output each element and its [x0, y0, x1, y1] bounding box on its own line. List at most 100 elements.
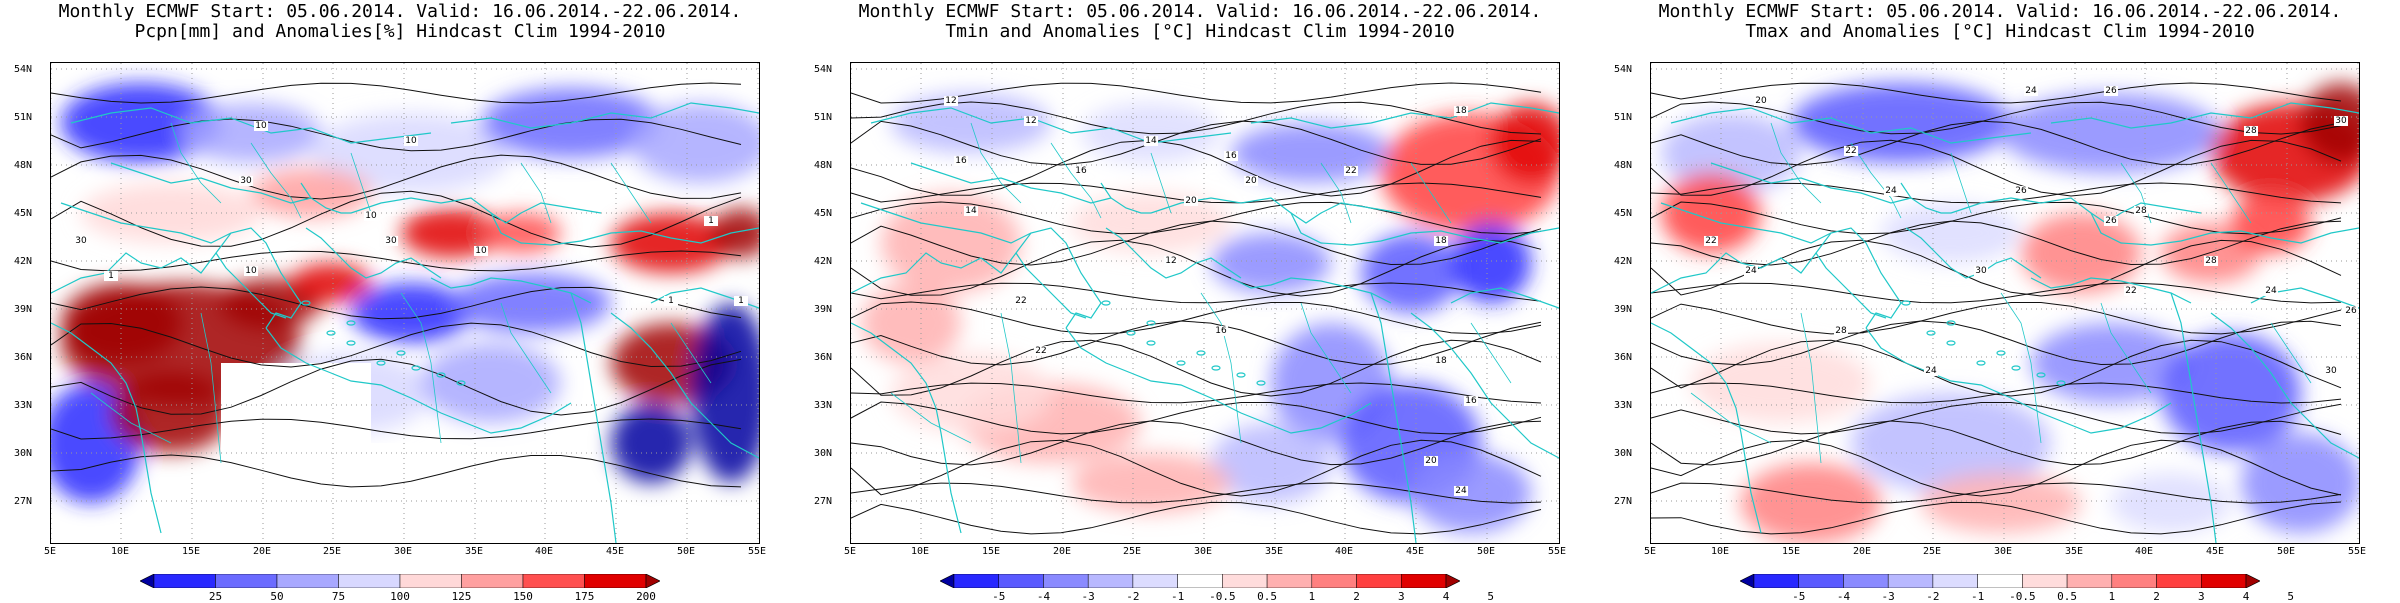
latitude-label: 54N — [14, 64, 33, 75]
colorbar-segment — [1356, 574, 1402, 588]
longitude-label: 35E — [464, 546, 484, 557]
latitude-label: 39N — [14, 304, 33, 315]
colorbar-tick-label: -4 — [1036, 590, 1051, 603]
latitude-label: 39N — [814, 304, 833, 315]
longitude-label: 30E — [393, 546, 413, 557]
colorbar-upper-arrow — [1445, 574, 1460, 588]
contour-label: 1 — [668, 296, 674, 306]
map-area: 30 30 10 10 30 10 1 1 10 1 1 10 — [50, 62, 760, 544]
colorbar-segment — [1977, 574, 2023, 588]
contour-label: 16 — [955, 156, 967, 166]
contour-label: 22 — [1705, 236, 1716, 246]
contour-label: 22 — [1015, 296, 1026, 306]
longitude-label: 30E — [1193, 546, 1213, 557]
contour-label: 26 — [2345, 306, 2357, 316]
colorbar-segment — [461, 574, 524, 588]
contour-label: 24 — [1455, 486, 1467, 496]
colorbar — [140, 574, 660, 588]
contour-label: 10 — [245, 266, 257, 276]
colorbar-tick-label: 0.5 — [2057, 590, 2078, 603]
longitude-label: 40E — [534, 546, 554, 557]
latitude-label: 54N — [1614, 64, 1633, 75]
longitude-label: 55E — [2347, 546, 2367, 557]
colorbar-tick-label: 125 — [451, 590, 472, 603]
contour-label: 24 — [2265, 286, 2277, 296]
colorbar-tick-label: 200 — [636, 590, 656, 603]
colorbar-tick-label: 5 — [2287, 590, 2295, 603]
colorbar-tick-label: -2 — [1126, 590, 1140, 603]
longitude-label: 40E — [2134, 546, 2154, 557]
contour-label: 24 — [2025, 86, 2037, 96]
latitude-label: 51N — [14, 112, 33, 123]
latitude-label: 39N — [1614, 304, 1633, 315]
latitude-label: 33N — [814, 400, 833, 411]
colorbar-tick-label: -0.5 — [2009, 590, 2036, 603]
colorbar-upper-arrow — [2245, 574, 2260, 588]
precip-anomaly-map-panel: Monthly ECMWF Start: 05.06.2014. Valid: … — [0, 0, 800, 603]
colorbar-segment — [338, 574, 401, 588]
latitude-label: 48N — [814, 160, 833, 171]
contour-label: 1 — [738, 296, 744, 306]
contour-label: 1 — [708, 216, 714, 226]
contour-label: 12 — [1165, 256, 1176, 266]
longitude-label: 45E — [2205, 546, 2225, 557]
longitude-label: 35E — [1264, 546, 1284, 557]
colorbar-segment — [2066, 574, 2113, 588]
latitude-label: 30N — [14, 448, 33, 459]
contour-label: 16 — [1225, 151, 1237, 161]
latitude-label: 33N — [1614, 400, 1633, 411]
contour-label: 22 — [2125, 286, 2136, 296]
contour-lines — [51, 82, 742, 488]
map-title-line1: Monthly ECMWF Start: 05.06.2014. Valid: … — [858, 1, 1542, 22]
contour-label: 30 — [1975, 266, 1987, 276]
latitude-label: 45N — [814, 208, 833, 219]
contour-label: 20 — [1245, 176, 1257, 186]
colorbar-tick-label: -4 — [1836, 590, 1851, 603]
contour-label: 16 — [1075, 166, 1087, 176]
colorbar-lower-arrow — [140, 574, 155, 588]
latitude-label: 45N — [1614, 208, 1633, 219]
latitude-label: 27N — [814, 496, 833, 507]
map-title-line2: Tmin and Anomalies [°C] Hindcast Clim 19… — [945, 21, 1455, 42]
colorbar — [940, 574, 1460, 588]
contour-label: 24 — [1745, 266, 1757, 276]
anomaly-field: 12 12 14 18 16 16 16 14 20 22 20 12 18 22 16 18 20 24 22 16 — [851, 63, 1559, 543]
contour-label: 18 — [1435, 236, 1447, 246]
map-area: 12 12 14 18 16 16 16 14 20 22 20 12 18 22 16 18 20 24 22 16 — [850, 62, 1560, 544]
longitude-label: 25E — [1122, 546, 1142, 557]
latitude-label: 48N — [14, 160, 33, 171]
longitude-label: 5E — [843, 546, 857, 557]
colorbar-tick-label: 25 — [208, 590, 223, 603]
longitude-label: 30E — [1993, 546, 2013, 557]
longitude-label: 50E — [1476, 546, 1496, 557]
colorbar-tick-label: 2 — [2153, 590, 2160, 603]
colorbar-tick-label: 3 — [2197, 590, 2205, 603]
colorbar-segment — [1798, 574, 1844, 588]
contour-label: 10 — [475, 246, 487, 256]
colorbar-segment — [1087, 574, 1134, 588]
colorbar-tick-label: 75 — [331, 590, 346, 603]
longitude-label: 50E — [676, 546, 696, 557]
contour-label: 22 — [1035, 346, 1046, 356]
map-title-line1: Monthly ECMWF Start: 05.06.2014. Valid: … — [1658, 1, 2342, 22]
contour-label: 30 — [75, 236, 87, 246]
anomaly-field: 30 30 10 10 30 10 1 1 10 1 1 10 — [51, 63, 759, 543]
colorbar-lower-arrow — [940, 574, 955, 588]
longitude-label: 10E — [1710, 546, 1730, 557]
contour-label: 22 — [1345, 166, 1356, 176]
map-area: 20 24 26 28 30 22 24 26 28 22 24 30 26 28 24 30 24 28 22 26 — [1650, 62, 2360, 544]
colorbar-tick-label: 0.5 — [1257, 590, 1278, 603]
colorbar-tick-label: 175 — [574, 590, 595, 603]
latitude-label: 51N — [1614, 112, 1633, 123]
longitude-label: 35E — [2064, 546, 2084, 557]
contour-label: 10 — [255, 121, 267, 131]
tmax-anomaly-map-panel: Monthly ECMWF Start: 05.06.2014. Valid: … — [1600, 0, 2400, 603]
longitude-label: 10E — [110, 546, 130, 557]
contour-label: 20 — [1425, 456, 1437, 466]
colorbar-tick-label: -1 — [1171, 590, 1185, 603]
latitude-label: 36N — [814, 352, 833, 363]
colorbar-segment — [1266, 574, 1313, 588]
contour-label: 16 — [1465, 396, 1477, 406]
coastlines — [1651, 102, 2359, 543]
colorbar-tick-label: -5 — [1792, 590, 1806, 603]
